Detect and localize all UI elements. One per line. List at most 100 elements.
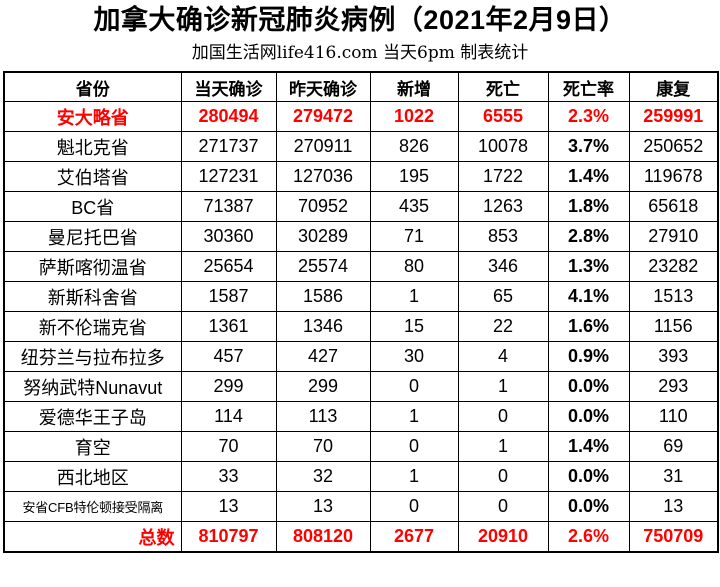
cell-deaths: 4 bbox=[457, 341, 549, 372]
cell-today-confirmed: 810797 bbox=[180, 521, 277, 553]
table-row: 安大略省 280494 279472 1022 6555 2.3% 259991 bbox=[3, 101, 719, 132]
cell-yesterday-confirmed: 299 bbox=[275, 371, 371, 402]
cell-province: BC省 bbox=[3, 191, 182, 222]
table-row: 育空 70 70 0 1 1.4% 69 bbox=[3, 431, 719, 462]
cell-death-rate: 0.0% bbox=[547, 371, 630, 402]
cell-province: 爱德华王子岛 bbox=[3, 401, 182, 432]
cell-today-confirmed: 30360 bbox=[180, 221, 277, 252]
cell-today-confirmed: 71387 bbox=[180, 191, 277, 222]
cell-recovered: 65618 bbox=[628, 191, 719, 222]
cell-new-cases: 1022 bbox=[369, 101, 459, 132]
cell-today-confirmed: 127231 bbox=[180, 161, 277, 192]
cell-yesterday-confirmed: 270911 bbox=[275, 131, 371, 162]
cell-new-cases: 2677 bbox=[369, 521, 459, 553]
covid-stats-table: 省份 当天确诊 昨天确诊 新增 死亡 死亡率 康复 安大略省 280494 27… bbox=[3, 71, 719, 553]
cell-new-cases: 0 bbox=[369, 371, 459, 402]
table-row: 新不伦瑞克省 1361 1346 15 22 1.6% 1156 bbox=[3, 311, 719, 342]
cell-deaths: 346 bbox=[457, 251, 549, 282]
table-row: 爱德华王子岛 114 113 1 0 0.0% 110 bbox=[3, 401, 719, 432]
cell-yesterday-confirmed: 427 bbox=[275, 341, 371, 372]
cell-yesterday-confirmed: 127036 bbox=[275, 161, 371, 192]
cell-province: 育空 bbox=[3, 431, 182, 462]
page-title: 加拿大确诊新冠肺炎病例（2021年2月9日） bbox=[93, 5, 627, 35]
covid-report-page: 加拿大确诊新冠肺炎病例（2021年2月9日） 加国生活网life416.com … bbox=[0, 5, 720, 553]
cell-yesterday-confirmed: 25574 bbox=[275, 251, 371, 282]
cell-deaths: 1263 bbox=[457, 191, 549, 222]
cell-province: 新斯科舍省 bbox=[3, 281, 182, 312]
cell-recovered: 393 bbox=[628, 341, 719, 372]
cell-province: 萨斯喀彻温省 bbox=[3, 251, 182, 282]
cell-new-cases: 435 bbox=[369, 191, 459, 222]
cell-province: 新不伦瑞克省 bbox=[3, 311, 182, 342]
col-header-today-confirmed: 当天确诊 bbox=[180, 71, 277, 102]
cell-recovered: 259991 bbox=[628, 101, 719, 132]
cell-province: 安省CFB特伦顿接受隔离 bbox=[3, 491, 182, 522]
col-header-new-cases: 新增 bbox=[369, 71, 459, 102]
cell-new-cases: 0 bbox=[369, 431, 459, 462]
cell-deaths: 6555 bbox=[457, 101, 549, 132]
cell-today-confirmed: 457 bbox=[180, 341, 277, 372]
cell-recovered: 31 bbox=[628, 461, 719, 492]
cell-today-confirmed: 280494 bbox=[180, 101, 277, 132]
cell-yesterday-confirmed: 1586 bbox=[275, 281, 371, 312]
cell-recovered: 1513 bbox=[628, 281, 719, 312]
cell-recovered: 13 bbox=[628, 491, 719, 522]
cell-today-confirmed: 271737 bbox=[180, 131, 277, 162]
cell-recovered: 69 bbox=[628, 431, 719, 462]
cell-province: 西北地区 bbox=[3, 461, 182, 492]
cell-new-cases: 80 bbox=[369, 251, 459, 282]
cell-new-cases: 826 bbox=[369, 131, 459, 162]
cell-deaths: 20910 bbox=[457, 521, 549, 553]
cell-today-confirmed: 70 bbox=[180, 431, 277, 462]
cell-deaths: 22 bbox=[457, 311, 549, 342]
cell-deaths: 0 bbox=[457, 401, 549, 432]
cell-yesterday-confirmed: 279472 bbox=[275, 101, 371, 132]
cell-deaths: 65 bbox=[457, 281, 549, 312]
cell-deaths: 853 bbox=[457, 221, 549, 252]
cell-death-rate: 0.9% bbox=[547, 341, 630, 372]
col-header-recovered: 康复 bbox=[628, 71, 719, 102]
cell-new-cases: 1 bbox=[369, 461, 459, 492]
cell-recovered: 110 bbox=[628, 401, 719, 432]
cell-province: 曼尼托巴省 bbox=[3, 221, 182, 252]
cell-deaths: 1 bbox=[457, 371, 549, 402]
cell-death-rate: 2.8% bbox=[547, 221, 630, 252]
cell-today-confirmed: 114 bbox=[180, 401, 277, 432]
cell-new-cases: 1 bbox=[369, 281, 459, 312]
table-row: 新斯科舍省 1587 1586 1 65 4.1% 1513 bbox=[3, 281, 719, 312]
table-row: 西北地区 33 32 1 0 0.0% 31 bbox=[3, 461, 719, 492]
cell-yesterday-confirmed: 70952 bbox=[275, 191, 371, 222]
cell-yesterday-confirmed: 32 bbox=[275, 461, 371, 492]
cell-yesterday-confirmed: 1346 bbox=[275, 311, 371, 342]
col-header-province: 省份 bbox=[3, 71, 182, 102]
cell-today-confirmed: 1361 bbox=[180, 311, 277, 342]
col-header-yesterday-confirmed: 昨天确诊 bbox=[275, 71, 371, 102]
cell-death-rate: 2.3% bbox=[547, 101, 630, 132]
table-header-row: 省份 当天确诊 昨天确诊 新增 死亡 死亡率 康复 bbox=[3, 71, 719, 102]
cell-deaths: 1722 bbox=[457, 161, 549, 192]
col-header-death-rate: 死亡率 bbox=[547, 71, 630, 102]
cell-recovered: 119678 bbox=[628, 161, 719, 192]
table-total-row: 总数 810797 808120 2677 20910 2.6% 750709 bbox=[3, 521, 719, 553]
cell-province: 总数 bbox=[3, 521, 182, 553]
cell-recovered: 23282 bbox=[628, 251, 719, 282]
table-row: BC省 71387 70952 435 1263 1.8% 65618 bbox=[3, 191, 719, 222]
cell-today-confirmed: 1587 bbox=[180, 281, 277, 312]
cell-death-rate: 1.6% bbox=[547, 311, 630, 342]
cell-yesterday-confirmed: 113 bbox=[275, 401, 371, 432]
cell-province: 魁北克省 bbox=[3, 131, 182, 162]
cell-today-confirmed: 13 bbox=[180, 491, 277, 522]
table-row: 曼尼托巴省 30360 30289 71 853 2.8% 27910 bbox=[3, 221, 719, 252]
cell-province: 努纳武特Nunavut bbox=[3, 371, 182, 402]
cell-deaths: 1 bbox=[457, 431, 549, 462]
cell-death-rate: 3.7% bbox=[547, 131, 630, 162]
table-row: 魁北克省 271737 270911 826 10078 3.7% 250652 bbox=[3, 131, 719, 162]
cell-death-rate: 0.0% bbox=[547, 461, 630, 492]
cell-death-rate: 1.8% bbox=[547, 191, 630, 222]
col-header-deaths: 死亡 bbox=[457, 71, 549, 102]
cell-province: 艾伯塔省 bbox=[3, 161, 182, 192]
cell-deaths: 0 bbox=[457, 461, 549, 492]
cell-deaths: 10078 bbox=[457, 131, 549, 162]
cell-province: 安大略省 bbox=[3, 101, 182, 132]
cell-new-cases: 0 bbox=[369, 491, 459, 522]
